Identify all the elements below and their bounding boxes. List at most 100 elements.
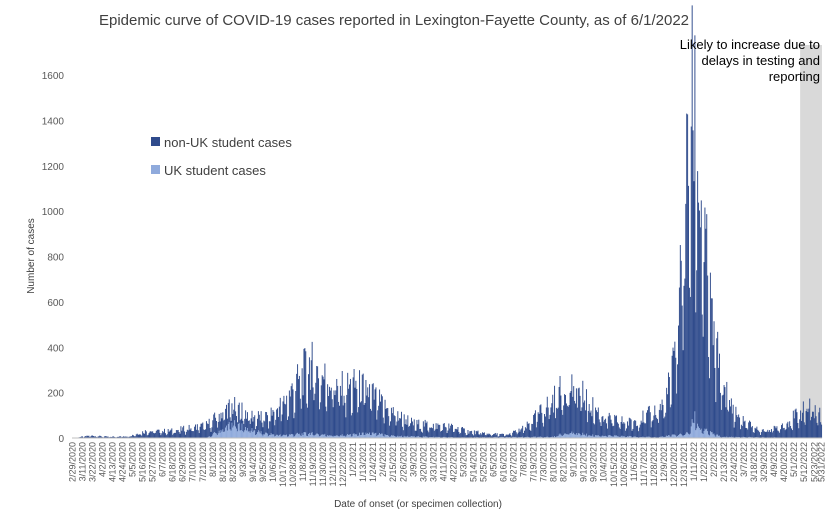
bar-uk-student (215, 432, 217, 438)
bar-uk-student (547, 436, 549, 438)
bar-non-uk-student (478, 434, 480, 438)
bar-uk-student (616, 436, 618, 438)
bar-non-uk-student (766, 431, 768, 438)
bar-non-uk-student (758, 430, 760, 438)
bar-non-uk-student (440, 431, 442, 438)
bar-uk-student (585, 433, 587, 438)
bar-non-uk-student (606, 428, 608, 437)
bar-uk-student (715, 436, 717, 438)
bar-non-uk-student (534, 413, 535, 437)
bar-non-uk-student (644, 423, 646, 438)
bar-uk-student (646, 436, 648, 438)
bar-non-uk-student (443, 423, 445, 437)
bar-uk-student (321, 434, 323, 438)
bar-uk-student (309, 435, 311, 438)
bar-uk-student (647, 436, 649, 438)
bar-non-uk-student (696, 270, 698, 429)
bar-non-uk-student (401, 426, 403, 438)
bar-non-uk-student (526, 421, 528, 437)
bar-non-uk-student (739, 429, 741, 438)
annotation-line-3: reporting (769, 69, 820, 84)
bar-uk-student (276, 434, 278, 438)
bar-uk-student (595, 435, 597, 438)
bar-non-uk-student (762, 429, 764, 438)
bar-non-uk-student (247, 420, 249, 432)
bar-uk-student (682, 436, 684, 438)
bar-uk-student (561, 435, 563, 438)
bar-non-uk-student (679, 245, 681, 434)
bar-non-uk-student (372, 383, 374, 433)
bar-non-uk-student (648, 405, 650, 437)
bar-non-uk-student (300, 408, 302, 437)
bar-non-uk-student (452, 425, 453, 438)
x-tick-label: 6/16/2021 (499, 442, 509, 482)
bar-non-uk-student (379, 389, 381, 434)
bar-non-uk-student (544, 414, 546, 438)
bar-non-uk-student (346, 394, 348, 436)
bar-non-uk-student (566, 405, 568, 435)
bar-uk-student (513, 436, 515, 438)
bar-non-uk-student (444, 426, 446, 438)
bar-non-uk-student (645, 423, 647, 438)
bar-non-uk-student (428, 432, 430, 438)
bar-non-uk-student (714, 367, 716, 436)
bar-non-uk-student (553, 412, 555, 438)
bar-non-uk-student (685, 203, 687, 434)
bar-non-uk-student (559, 375, 561, 434)
bar-uk-student (220, 429, 222, 438)
bar-non-uk-student (432, 423, 434, 437)
bar-non-uk-student (488, 433, 490, 438)
x-tick-label: 6/7/2020 (158, 442, 168, 477)
bar-non-uk-student (369, 408, 371, 436)
bar-non-uk-student (175, 430, 177, 438)
bar-non-uk-student (464, 432, 466, 438)
bar-uk-student (590, 435, 592, 438)
bar-non-uk-student (367, 387, 369, 434)
bar-non-uk-student (647, 410, 648, 437)
bar-uk-student (606, 436, 607, 438)
bar-non-uk-student (729, 400, 731, 437)
bar-uk-student (579, 434, 581, 438)
bar-non-uk-student (784, 430, 786, 438)
bar-uk-student (442, 436, 444, 438)
bar-non-uk-student (794, 409, 796, 438)
bar-non-uk-student (116, 436, 118, 438)
bar-non-uk-student (661, 399, 663, 437)
bar-non-uk-student (760, 432, 762, 438)
bar-non-uk-student (149, 431, 151, 438)
bar-uk-student (706, 428, 708, 438)
bar-uk-student (277, 435, 279, 438)
bar-uk-student (691, 419, 693, 438)
bar-non-uk-student (154, 433, 155, 438)
bar-non-uk-student (475, 430, 477, 438)
bar-uk-student (300, 436, 302, 438)
bar-uk-student (742, 436, 744, 438)
bar-non-uk-student (194, 426, 196, 438)
bar-non-uk-student (422, 421, 424, 437)
bar-non-uk-student (581, 407, 583, 436)
bar-uk-student (301, 433, 303, 438)
bar-non-uk-student (688, 185, 690, 434)
bar-non-uk-student (380, 401, 381, 435)
bar-non-uk-student (169, 430, 171, 438)
x-tick-label: 11/30/2020 (318, 442, 328, 486)
bar-non-uk-student (704, 207, 706, 429)
bar-non-uk-student (403, 414, 405, 436)
x-tick-label: 9/12/2021 (579, 442, 589, 482)
bar-uk-student (570, 433, 572, 438)
bar-uk-student (371, 432, 373, 438)
bar-non-uk-student (632, 428, 634, 438)
bar-uk-student (313, 435, 315, 438)
bar-non-uk-student (711, 298, 713, 433)
bar-non-uk-student (508, 434, 510, 438)
bar-non-uk-student (548, 419, 550, 438)
bar-non-uk-student (284, 403, 286, 436)
x-tick-label: 5/16/2020 (138, 442, 148, 482)
bar-uk-student (285, 435, 287, 438)
bar-uk-student (265, 432, 267, 438)
bar-non-uk-student (505, 434, 507, 438)
bar-uk-student (344, 435, 346, 438)
y-tick-label: 800 (47, 253, 64, 264)
bar-non-uk-student (184, 431, 186, 438)
